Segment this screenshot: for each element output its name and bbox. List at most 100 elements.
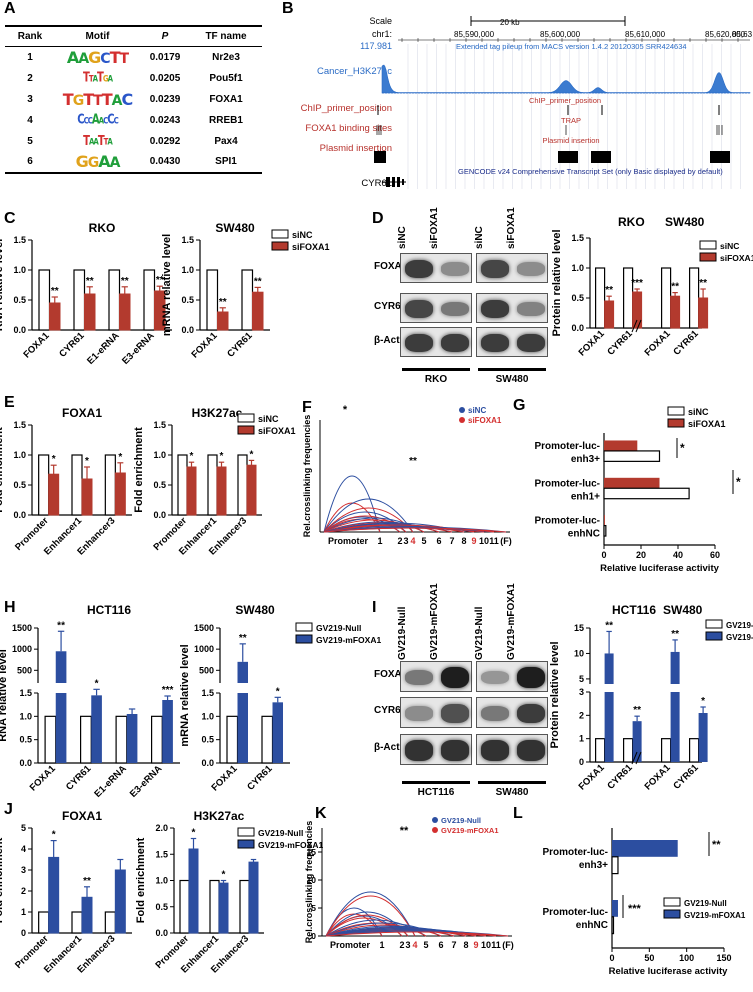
legend-swatch (237, 425, 255, 435)
x-tick-label: Promoter (328, 536, 369, 546)
panel-letter-f: F (302, 399, 312, 416)
legend-label: siFOXA1 (688, 419, 726, 429)
bar (246, 464, 257, 516)
y-tick-label: 0 (21, 928, 26, 938)
significance-star: * (52, 454, 56, 465)
bar (237, 454, 248, 516)
coord-label: 85,600,000 (540, 30, 581, 39)
x-tick-label: 9 (471, 536, 476, 546)
bar (179, 879, 190, 934)
x-tick-label: 4 (412, 940, 417, 950)
blot-strip (400, 293, 472, 323)
crosslink-arc (325, 895, 416, 937)
bar (104, 454, 116, 516)
x-tick-label: FOXA1 (643, 328, 674, 359)
significance-star: * (52, 830, 56, 841)
bar (239, 879, 250, 934)
col-motif: Motif (55, 25, 140, 47)
col-p: P (140, 25, 190, 47)
y-axis-label: Rel.crosslinking frequencies (304, 821, 314, 944)
x-tick-label: CYR61 (245, 763, 275, 793)
legend-swatch (699, 252, 717, 262)
scale-value: 20 kb (500, 18, 520, 27)
panel-letter-j: J (4, 801, 13, 818)
significance-star: ** (57, 620, 65, 631)
bar (612, 900, 618, 917)
motif-logo: TTATGA (82, 70, 113, 86)
y-tick-label: 1.5 (13, 235, 26, 245)
legend-swatch (667, 418, 685, 428)
blot-group-bar (402, 781, 470, 784)
blot-band (517, 666, 545, 689)
bar (698, 713, 708, 762)
y-tick-label: 0.0 (13, 510, 26, 520)
x-tick-label: 8 (461, 536, 466, 546)
x-tick-label: 3 (403, 536, 408, 546)
blot-band (405, 299, 433, 319)
panel-letter-d: D (372, 210, 384, 227)
blot-band (517, 740, 545, 761)
y-tick-label: 1.0 (181, 265, 194, 275)
y-axis-label: Fold enrichment (0, 427, 5, 513)
bar (143, 269, 156, 331)
bar (603, 450, 661, 462)
y-tick-label: 0.5 (13, 480, 26, 490)
y-tick-label: Promoter-luc- (534, 441, 600, 452)
x-tick-label: 8 (463, 940, 468, 950)
bar (622, 738, 634, 763)
chart-title: HCT116 (612, 603, 656, 617)
y-tick-label: 15 (307, 847, 317, 857)
motif-logo: AAGCTT (66, 47, 129, 67)
bar (688, 267, 700, 329)
chart-title: SW480 (235, 603, 275, 617)
bar (611, 856, 619, 875)
y-tick-label: 1500 (194, 623, 214, 633)
x-tick-label: CYR61 (605, 328, 635, 358)
bar (698, 297, 709, 329)
blot-band (441, 740, 469, 761)
motif-row: 5 TAATTA 0.0292 Pax4 (5, 131, 262, 152)
blot-band (481, 705, 509, 722)
motif-rank: 3 (27, 93, 33, 105)
y-tick-label: 3 (579, 687, 584, 697)
motif-logo: TGTTTAC (62, 89, 133, 109)
legend-swatch (271, 241, 289, 251)
motif-pvalue: 0.0430 (140, 151, 190, 174)
x-tick-label: 4 (410, 536, 415, 546)
panel-letter-k: K (315, 805, 327, 822)
bar (114, 869, 126, 934)
significance-star: ** (254, 276, 262, 287)
blot-strip (476, 253, 548, 283)
y-tick-label: 15 (574, 623, 584, 633)
blot-band (405, 259, 433, 279)
significance-star: ** (51, 286, 59, 297)
x-tick-label: FOXA1 (643, 762, 674, 793)
x-tick-label: FOXA1 (21, 330, 52, 361)
y-tick-label: 1.5 (19, 688, 32, 698)
motif-tf: RREB1 (209, 114, 243, 126)
bar (603, 524, 607, 537)
gene-cyr61: CYR61 (361, 178, 392, 189)
blot-band (517, 703, 545, 724)
x-tick-label: 1 (377, 536, 382, 546)
motif-tf: Nr2e3 (212, 51, 240, 63)
x-tick-label: 10 (481, 940, 491, 950)
bar (73, 269, 86, 331)
legend-label: GV219-Null (258, 828, 303, 838)
x-tick-label: 6 (436, 536, 441, 546)
x-axis-label: Relative luciferase activity (609, 966, 729, 977)
chart-title: FOXA1 (62, 809, 102, 823)
inline-chip-primer: ChIP_primer_position (529, 96, 601, 105)
blot-band (441, 666, 469, 689)
bar (216, 466, 227, 516)
significance-star: * (118, 452, 122, 463)
panel-letter-h: H (4, 599, 16, 616)
y-tick-label: Promoter-luc- (534, 516, 600, 527)
panel-letter-e: E (4, 394, 15, 411)
bar (177, 454, 188, 516)
x-tick-label: 150 (716, 953, 731, 963)
bar (119, 293, 131, 331)
blot-strip (400, 253, 472, 283)
x-axis-label: Relative luciferase activity (600, 563, 720, 574)
legend-label: GV219-Null (684, 899, 727, 908)
